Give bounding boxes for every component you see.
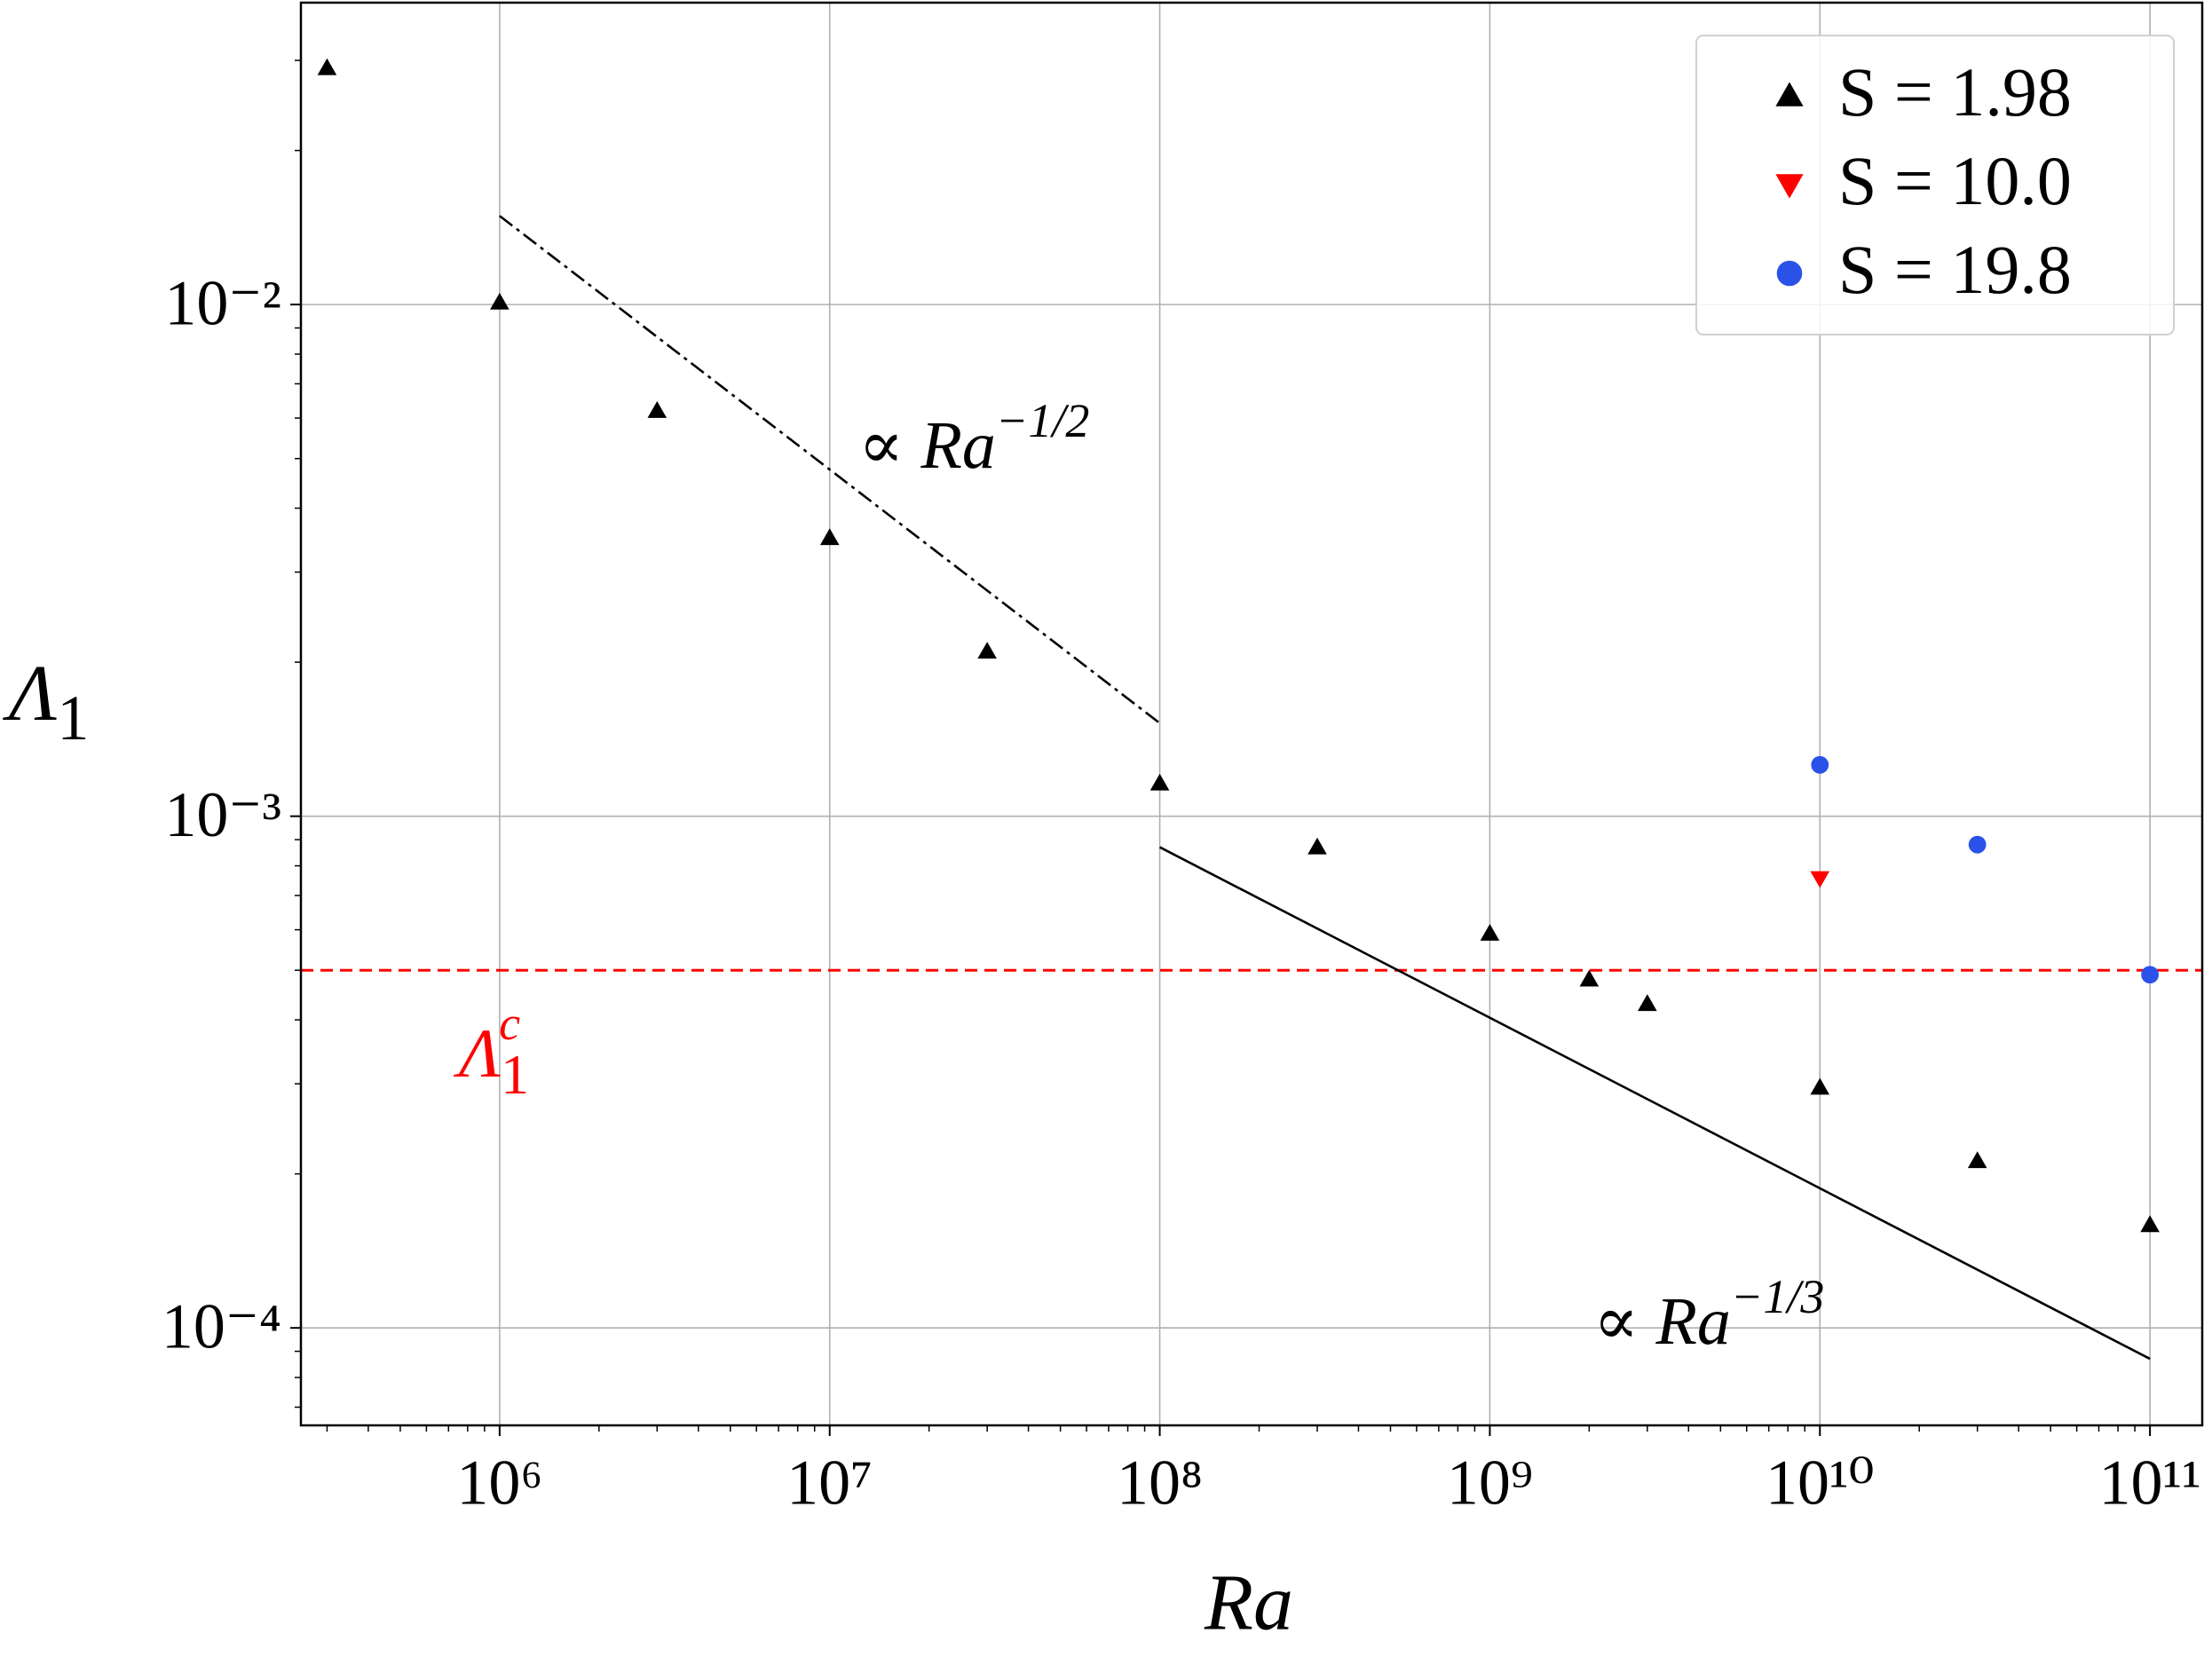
- reference-label-base: Ra: [1655, 1284, 1730, 1359]
- point: [2140, 1215, 2160, 1233]
- y-axis-label-sub: 1: [57, 683, 89, 754]
- reference-label-prefix: ∝: [1593, 1284, 1655, 1359]
- point: [2141, 966, 2160, 984]
- x-axis-label: Ra: [1204, 1559, 1293, 1647]
- point: [1480, 923, 1500, 941]
- threshold-label: Λ1c: [453, 997, 529, 1105]
- point: [819, 528, 840, 546]
- x-tick-label: 10⁷: [786, 1448, 873, 1519]
- legend-label: S = 19.8: [1838, 231, 2072, 308]
- reference-label-sup: −1/2: [996, 394, 1089, 447]
- legend-box: [1695, 35, 2175, 335]
- legend-label: S = 1.98: [1838, 53, 2072, 130]
- legend-marker: [1776, 260, 1803, 287]
- point: [490, 292, 510, 310]
- threshold-label-sub: 1: [501, 1043, 529, 1106]
- reference-label-prefix: ∝: [858, 408, 920, 483]
- reference-line: [499, 215, 1161, 724]
- x-tick-label: 10¹⁰: [1766, 1448, 1874, 1519]
- x-tick-label: 10⁶: [456, 1448, 542, 1519]
- point: [1968, 835, 1987, 854]
- x-tick-label: 10⁹: [1447, 1448, 1533, 1519]
- legend-marker: [1775, 174, 1804, 199]
- y-tick-label: 10⁻⁴: [162, 1291, 281, 1362]
- reference-label: ∝ Ra−1/2: [858, 394, 1089, 483]
- point: [1149, 773, 1170, 791]
- reference-label-base: Ra: [920, 408, 995, 483]
- legend-marker: [1775, 82, 1804, 107]
- point: [1307, 837, 1327, 855]
- reference-label: ∝ Ra−1/3: [1593, 1270, 1824, 1359]
- legend-label: S = 10.0: [1838, 142, 2072, 219]
- y-tick-label: 10⁻²: [164, 268, 281, 339]
- reference-label-sup: −1/3: [1731, 1270, 1824, 1323]
- point: [1638, 994, 1657, 1012]
- point: [1810, 871, 1830, 888]
- point: [647, 401, 668, 418]
- y-tick-label: 10⁻³: [164, 779, 281, 850]
- point: [1811, 755, 1829, 774]
- point: [977, 642, 997, 659]
- x-tick-label: 10¹¹: [2099, 1448, 2201, 1519]
- threshold-label-base: Λ: [453, 1014, 501, 1092]
- point: [1810, 1077, 1830, 1095]
- y-axis-label: Λ1: [3, 650, 89, 754]
- plot-frame: [299, 1, 2204, 1427]
- point: [1967, 1151, 1987, 1169]
- point: [317, 58, 337, 75]
- x-tick-label: 10⁸: [1117, 1448, 1203, 1519]
- point: [1579, 969, 1600, 987]
- y-axis-label-base: Λ: [3, 650, 57, 738]
- reference-line: [1158, 846, 2151, 1361]
- threshold-label-sup: c: [499, 997, 520, 1050]
